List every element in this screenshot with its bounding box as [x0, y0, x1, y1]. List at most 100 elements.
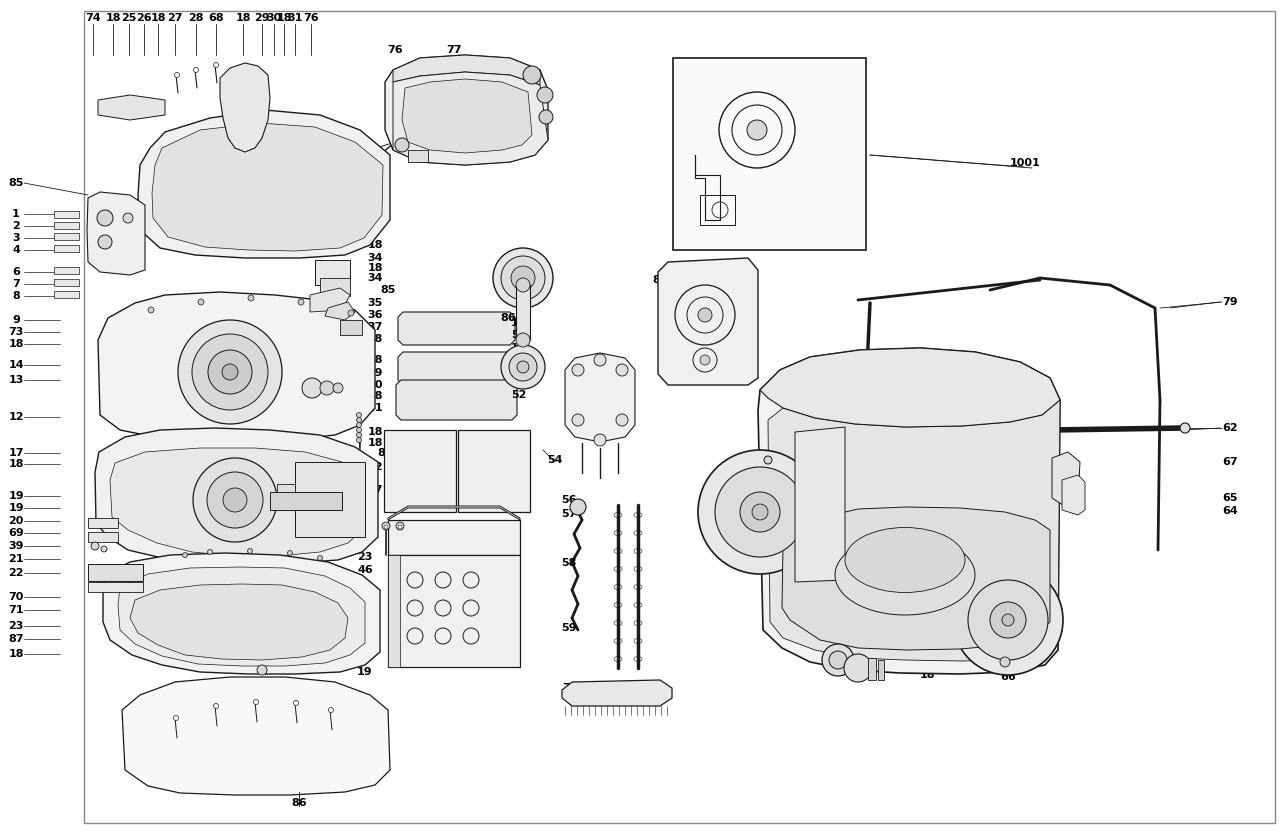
Text: 19: 19 — [511, 318, 527, 328]
Text: 56: 56 — [561, 495, 577, 505]
Text: 86: 86 — [521, 355, 536, 365]
Bar — [388, 555, 520, 667]
Polygon shape — [388, 520, 520, 555]
Text: 58: 58 — [562, 558, 577, 568]
Circle shape — [1002, 614, 1014, 626]
Circle shape — [357, 428, 361, 433]
Circle shape — [207, 550, 212, 555]
Circle shape — [509, 353, 538, 381]
Ellipse shape — [835, 535, 975, 615]
Bar — [88, 564, 143, 581]
Circle shape — [248, 295, 253, 301]
Circle shape — [524, 66, 541, 84]
Circle shape — [989, 602, 1027, 638]
Circle shape — [396, 522, 404, 530]
Text: 21: 21 — [8, 554, 24, 564]
Circle shape — [298, 299, 305, 305]
Text: 18: 18 — [105, 13, 120, 23]
Circle shape — [193, 68, 198, 73]
Polygon shape — [99, 292, 375, 441]
Circle shape — [396, 138, 410, 152]
Polygon shape — [87, 192, 145, 275]
Circle shape — [616, 414, 628, 426]
Text: 18: 18 — [8, 649, 24, 659]
Text: 19: 19 — [8, 491, 24, 501]
Circle shape — [99, 235, 113, 249]
Text: 19: 19 — [511, 343, 527, 353]
Text: 18: 18 — [367, 240, 383, 250]
Bar — [54, 245, 79, 252]
Text: 27: 27 — [168, 13, 183, 23]
Circle shape — [223, 488, 247, 512]
Circle shape — [214, 63, 219, 68]
Bar — [384, 430, 456, 512]
Circle shape — [357, 433, 361, 438]
Bar — [315, 260, 349, 285]
Text: 31: 31 — [287, 13, 302, 23]
Polygon shape — [398, 312, 515, 345]
Text: 18: 18 — [919, 670, 934, 680]
Circle shape — [123, 213, 133, 223]
Text: 69: 69 — [8, 528, 24, 538]
Text: 37: 37 — [367, 322, 383, 332]
Circle shape — [207, 350, 252, 394]
Circle shape — [174, 73, 179, 78]
Circle shape — [1180, 423, 1190, 433]
Polygon shape — [131, 584, 348, 660]
Text: 46: 46 — [357, 565, 372, 575]
Bar — [878, 660, 884, 680]
Text: 18: 18 — [367, 391, 383, 401]
Circle shape — [1000, 657, 1010, 667]
Text: 1001: 1001 — [1010, 158, 1041, 168]
Polygon shape — [152, 123, 383, 251]
Text: 54: 54 — [548, 455, 563, 465]
Polygon shape — [388, 506, 520, 520]
Circle shape — [148, 307, 154, 313]
Circle shape — [493, 248, 553, 308]
Circle shape — [221, 364, 238, 380]
Circle shape — [183, 552, 187, 557]
Circle shape — [257, 665, 268, 675]
Polygon shape — [385, 55, 548, 165]
Circle shape — [247, 549, 252, 554]
Circle shape — [381, 522, 390, 530]
Circle shape — [329, 707, 334, 712]
Circle shape — [192, 334, 268, 410]
Text: 85: 85 — [380, 285, 396, 295]
Text: 1: 1 — [12, 209, 20, 219]
Text: 18: 18 — [367, 263, 383, 273]
Text: 8: 8 — [12, 291, 20, 301]
Bar — [276, 484, 294, 492]
Text: 66: 66 — [1000, 672, 1016, 682]
Text: 42: 42 — [367, 462, 383, 472]
Text: 26: 26 — [136, 13, 152, 23]
Circle shape — [716, 467, 805, 557]
Text: 18: 18 — [236, 13, 251, 23]
Circle shape — [822, 644, 854, 676]
Text: METABO: METABO — [102, 570, 128, 575]
Circle shape — [214, 704, 219, 709]
Text: 29: 29 — [255, 13, 270, 23]
Text: 76: 76 — [303, 13, 319, 23]
Polygon shape — [396, 380, 517, 420]
Bar — [54, 233, 79, 240]
Text: 81: 81 — [904, 660, 920, 670]
Text: 13: 13 — [8, 375, 24, 385]
Text: 22: 22 — [8, 568, 24, 578]
Text: 18: 18 — [367, 355, 383, 365]
Text: 64: 64 — [869, 660, 884, 670]
Text: 28: 28 — [188, 13, 204, 23]
Circle shape — [753, 504, 768, 520]
Text: 19: 19 — [357, 667, 372, 677]
Bar — [54, 291, 79, 298]
Circle shape — [517, 361, 529, 373]
Text: 73: 73 — [8, 327, 24, 337]
Bar — [673, 58, 867, 250]
Polygon shape — [95, 428, 378, 564]
Circle shape — [178, 320, 282, 424]
Text: 34: 34 — [367, 273, 383, 283]
Text: 6: 6 — [12, 267, 20, 277]
Text: 39: 39 — [8, 541, 24, 551]
Polygon shape — [782, 507, 1050, 650]
Text: 57: 57 — [562, 509, 577, 519]
